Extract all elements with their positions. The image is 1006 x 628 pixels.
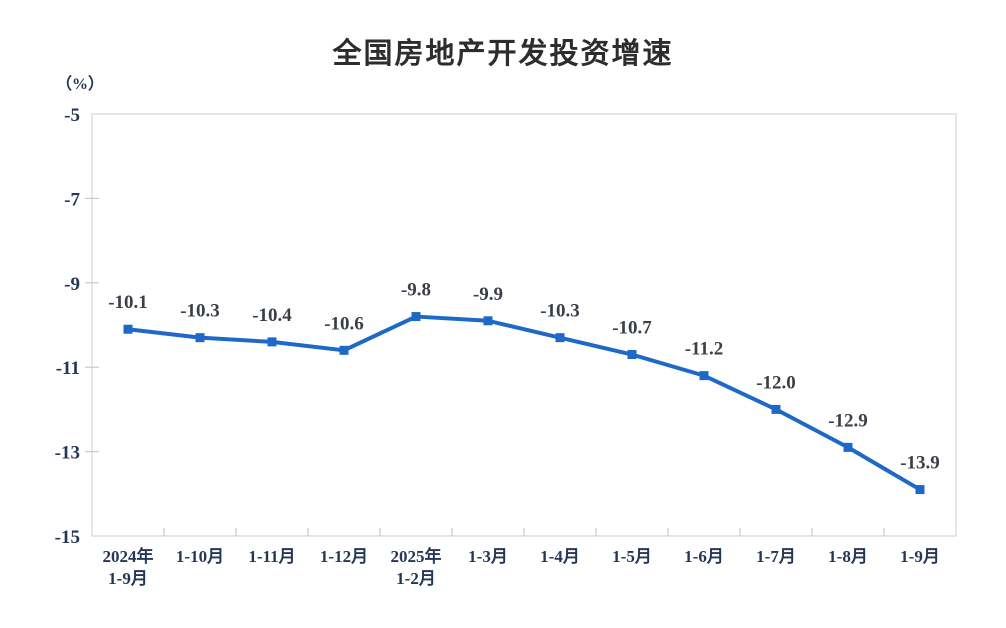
chart-title: 全国房地产开发投资增速 (332, 38, 674, 70)
x-tick-label: 2025年 (391, 546, 442, 566)
data-point-label: -13.9 (900, 453, 940, 474)
data-point-marker (555, 333, 565, 343)
x-tick-label: 1-4月 (540, 547, 580, 566)
x-tick-label: 1-2月 (396, 569, 436, 588)
x-tick-label: 1-9月 (108, 569, 148, 588)
data-point-marker (627, 350, 637, 360)
x-tick-label: 1-12月 (320, 547, 368, 566)
data-point-marker (483, 316, 493, 326)
data-point-marker (339, 345, 349, 355)
data-point-marker (915, 485, 925, 495)
data-point-label: -10.1 (108, 292, 148, 313)
x-tick-label: 1-8月 (828, 547, 868, 566)
y-tick-label: -5 (64, 105, 80, 126)
y-axis-unit-label: （%） (56, 76, 105, 93)
x-tick-label: 2024年 (103, 546, 154, 566)
x-tick-label: 1-11月 (248, 547, 295, 566)
y-tick-label: -7 (64, 189, 80, 210)
data-point-marker (267, 337, 277, 347)
x-tick-label: 1-10月 (176, 547, 224, 566)
y-tick-label: -13 (55, 443, 80, 464)
data-point-label: -10.7 (612, 318, 652, 339)
data-point-label: -9.9 (473, 284, 503, 305)
data-point-marker (699, 371, 709, 381)
x-tick-label: 1-9月 (900, 547, 940, 566)
data-point-marker (771, 404, 781, 414)
data-point-marker (123, 324, 133, 334)
y-tick-label: -11 (56, 358, 80, 379)
series-line (126, 314, 922, 492)
x-tick-label: 1-6月 (684, 547, 724, 566)
x-tick-label: 1-5月 (612, 547, 652, 566)
data-point-marker (411, 312, 421, 322)
data-point-label: -10.3 (180, 301, 220, 322)
data-point-label: -12.0 (756, 372, 796, 393)
data-point-label: -10.6 (324, 313, 364, 334)
data-point-marker (195, 333, 205, 343)
plot-border (91, 113, 957, 537)
data-point-marker (843, 442, 853, 452)
data-point-label: -11.2 (685, 339, 724, 360)
data-point-label: -9.8 (401, 280, 431, 301)
data-point-label: -12.9 (828, 410, 868, 431)
x-tick-label: 1-7月 (756, 547, 796, 566)
y-tick-label: -15 (55, 527, 80, 548)
data-point-label: -10.3 (540, 301, 580, 322)
x-tick-label: 1-3月 (468, 547, 508, 566)
data-point-label: -10.4 (252, 305, 292, 326)
y-tick-label: -9 (64, 274, 80, 295)
